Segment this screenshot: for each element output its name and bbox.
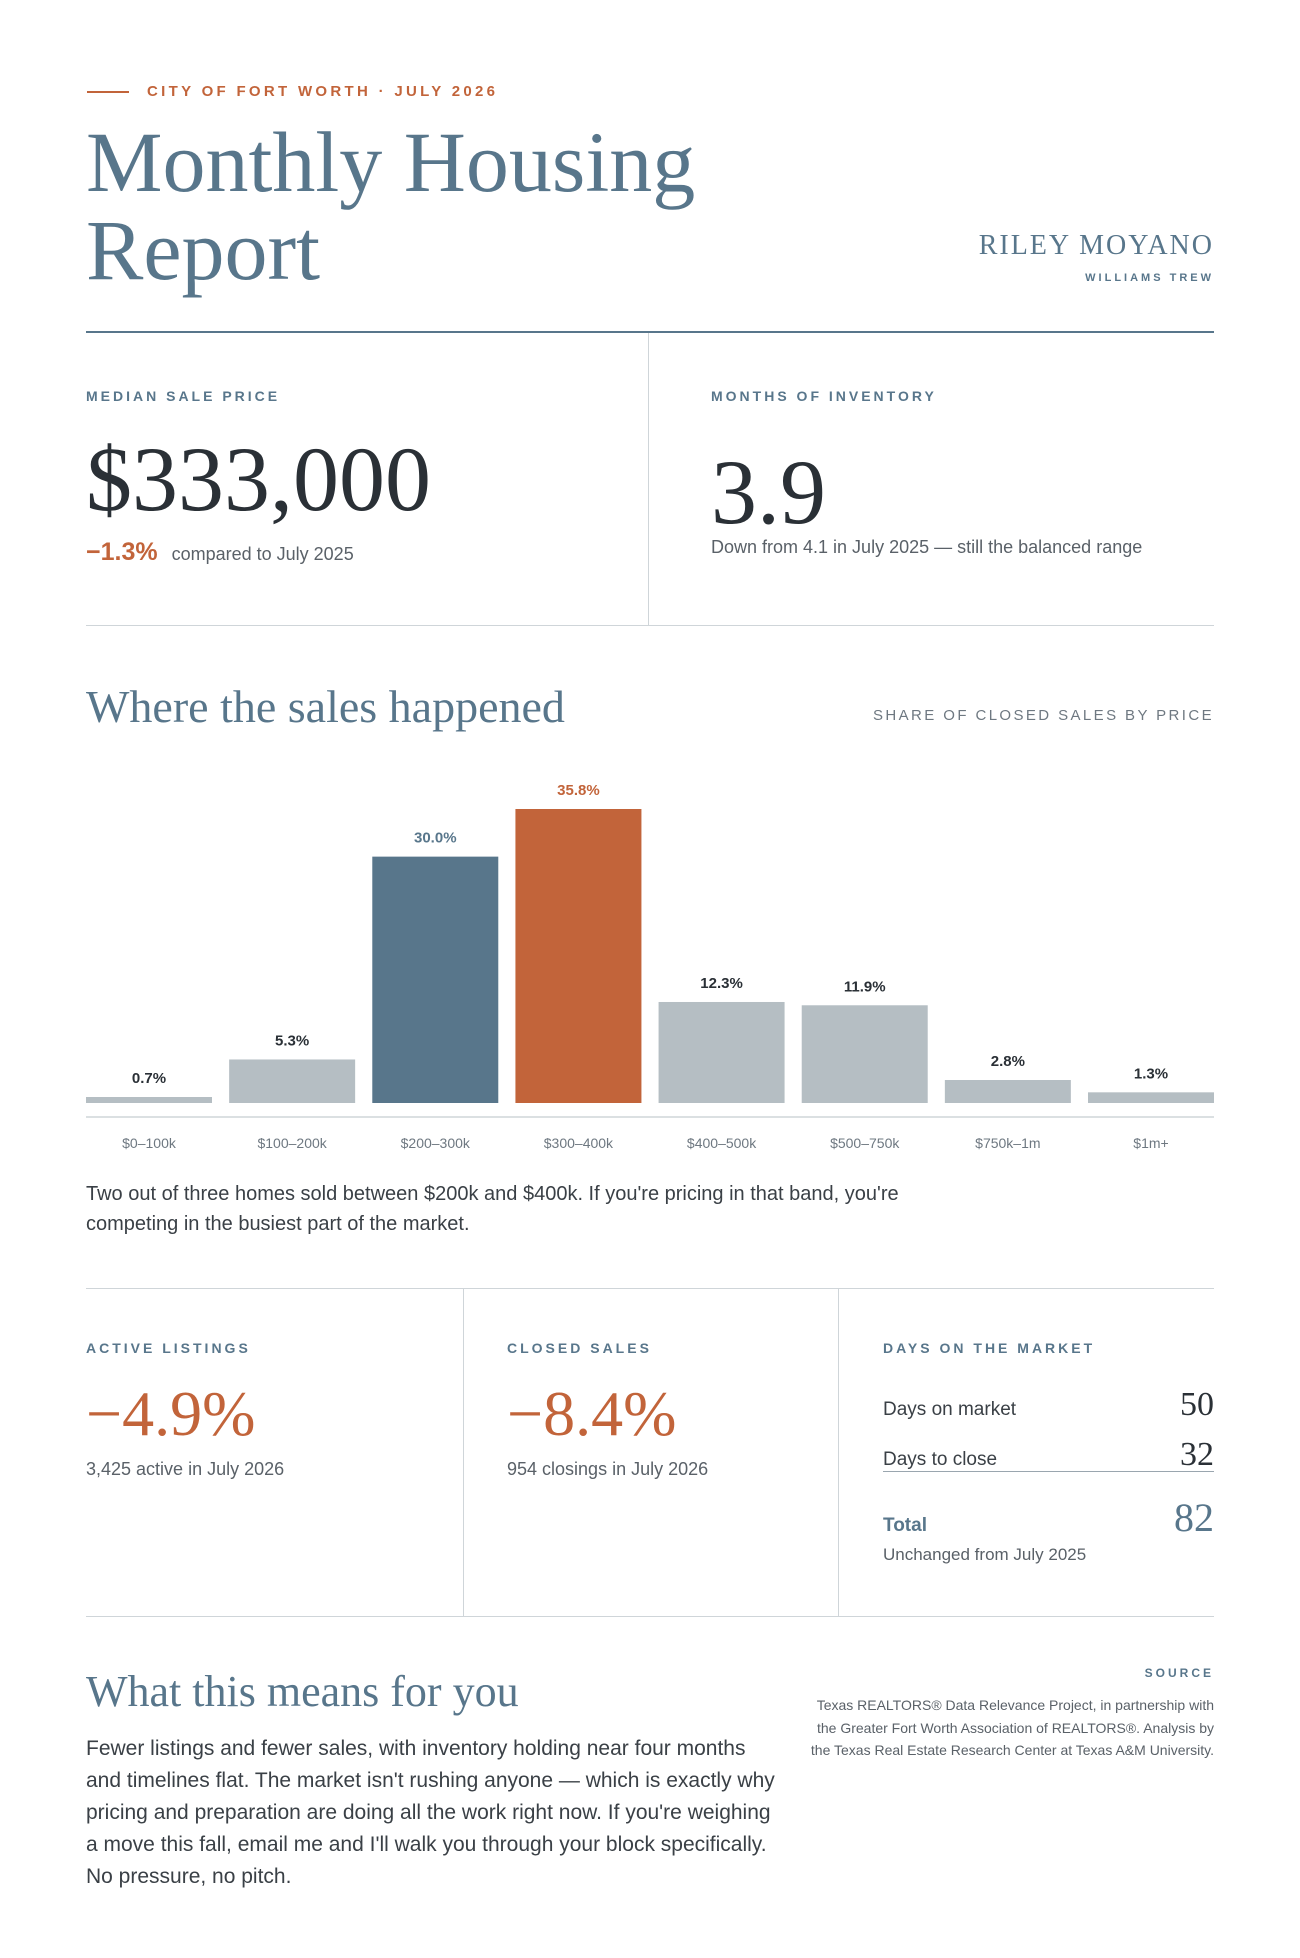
x-tick-label: $0–100k [122, 1135, 177, 1151]
dom-row-days-to-close: Days to close 32 [883, 1436, 1214, 1474]
median-delta-row: −1.3% compared to July 2025 [86, 538, 354, 567]
dom-row-label: Days on market [883, 1399, 1017, 1420]
means-body: Fewer listings and fewer sales, with inv… [86, 1737, 775, 1888]
bar-3 [515, 809, 642, 1103]
lower-stats-top-divider [86, 1288, 1214, 1289]
lower-stats-divider-1 [463, 1289, 464, 1616]
agent-block: RILEY MOYANO WILLIAMS TREW [979, 230, 1214, 284]
dom-row-label: Days to close [883, 1449, 998, 1470]
dom-label: DAYS ON THE MARKET [883, 1340, 1096, 1356]
inventory-value: 3.9 [711, 441, 826, 543]
x-tick-label: $200–300k [401, 1135, 471, 1151]
source-text: Texas REALTORS® Data Relevance Project, … [810, 1697, 1214, 1758]
header-divider [86, 331, 1214, 333]
closed-sales-card: CLOSED SALES −8.4% 954 closings in July … [507, 1289, 838, 1616]
active-label: ACTIVE LISTINGS [86, 1340, 251, 1356]
bar-value-label: 12.3% [700, 975, 743, 992]
median-sale-price-card: MEDIAN SALE PRICE $333,000 −1.3% compare… [86, 333, 649, 625]
active-value: −4.9% [86, 1378, 256, 1449]
closed-label: CLOSED SALES [507, 1340, 652, 1356]
agent-firm: WILLIAMS TREW [1085, 272, 1214, 284]
median-delta-note: compared to July 2025 [171, 544, 354, 564]
source-label: SOURCE [1144, 1666, 1214, 1680]
median-delta: −1.3% [86, 538, 158, 566]
bar-2 [372, 856, 499, 1103]
bar-value-label: 5.3% [275, 1032, 309, 1049]
x-tick-label: $300–400k [544, 1135, 614, 1151]
x-tick-label: $750k–1m [975, 1135, 1040, 1151]
kicker-rule [87, 90, 129, 93]
means-section-title: What this means for you [86, 1667, 519, 1716]
bar-5 [801, 1005, 928, 1103]
bar-value-label: 1.3% [1134, 1065, 1168, 1082]
kicker-text: CITY OF FORT WORTH · JULY 2026 [147, 83, 499, 100]
lower-stats-divider-2 [838, 1289, 839, 1616]
dom-total-label: Total [883, 1515, 927, 1536]
stats-divider [86, 625, 1214, 626]
bar-value-label: 30.0% [414, 830, 457, 847]
months-of-inventory-card: MONTHS OF INVENTORY 3.9 Down from 4.1 in… [650, 333, 1214, 625]
closed-note: 954 closings in July 2026 [507, 1459, 709, 1479]
inventory-note: Down from 4.1 in July 2025 — still the b… [711, 537, 1143, 557]
agent-name: RILEY MOYANO [978, 230, 1214, 261]
bar-7 [1088, 1092, 1214, 1103]
bar-4 [658, 1001, 785, 1103]
bar-value-label: 35.8% [557, 782, 600, 799]
bar-1 [229, 1059, 356, 1103]
dom-total-value: 82 [1174, 1495, 1214, 1540]
bar-value-label: 2.8% [991, 1053, 1025, 1070]
dom-total-divider [883, 1471, 1214, 1472]
bar-value-label: 11.9% [844, 978, 886, 995]
active-note: 3,425 active in July 2026 [86, 1459, 285, 1479]
chart-subtitle: SHARE OF CLOSED SALES BY PRICE [873, 707, 1214, 724]
dom-note: Unchanged from July 2025 [883, 1545, 1087, 1564]
source-block: SOURCE Texas REALTORS® Data Relevance Pr… [794, 1666, 1214, 1762]
page-title: Monthly Housing Report [86, 114, 696, 298]
x-tick-label: $1m+ [1133, 1135, 1168, 1151]
dom-row-value: 32 [1180, 1436, 1214, 1473]
report-kicker: CITY OF FORT WORTH · JULY 2026 [87, 83, 498, 100]
median-value: $333,000 [86, 428, 431, 530]
inventory-label: MONTHS OF INVENTORY [711, 388, 937, 404]
dom-row-value: 50 [1180, 1386, 1214, 1423]
x-tick-label: $500–750k [830, 1135, 900, 1151]
median-label: MEDIAN SALE PRICE [86, 388, 281, 404]
days-on-market-card: DAYS ON THE MARKET Days on market 50 Day… [883, 1289, 1214, 1616]
bar-6 [944, 1080, 1071, 1103]
x-tick-label: $100–200k [257, 1135, 327, 1151]
price-band-bar-chart: 0.7% $0–100k 5.3% $100–200k 30.0% $200–300k 35… [86, 782, 1214, 1151]
dom-row-days-on-market: Days on market 50 [883, 1386, 1214, 1424]
dom-row-total: Total 82 [883, 1494, 1214, 1541]
bar-0 [86, 1097, 212, 1103]
chart-caption: Two out of three homes sold between $200… [86, 1183, 899, 1235]
closed-value: −8.4% [507, 1378, 677, 1449]
chart-section-title: Where the sales happened [86, 681, 565, 732]
bar-value-label: 0.7% [132, 1070, 166, 1087]
x-tick-label: $400–500k [687, 1135, 757, 1151]
active-listings-card: ACTIVE LISTINGS −4.9% 3,425 active in Ju… [86, 1289, 463, 1616]
lower-stats-bottom-divider [86, 1616, 1214, 1617]
